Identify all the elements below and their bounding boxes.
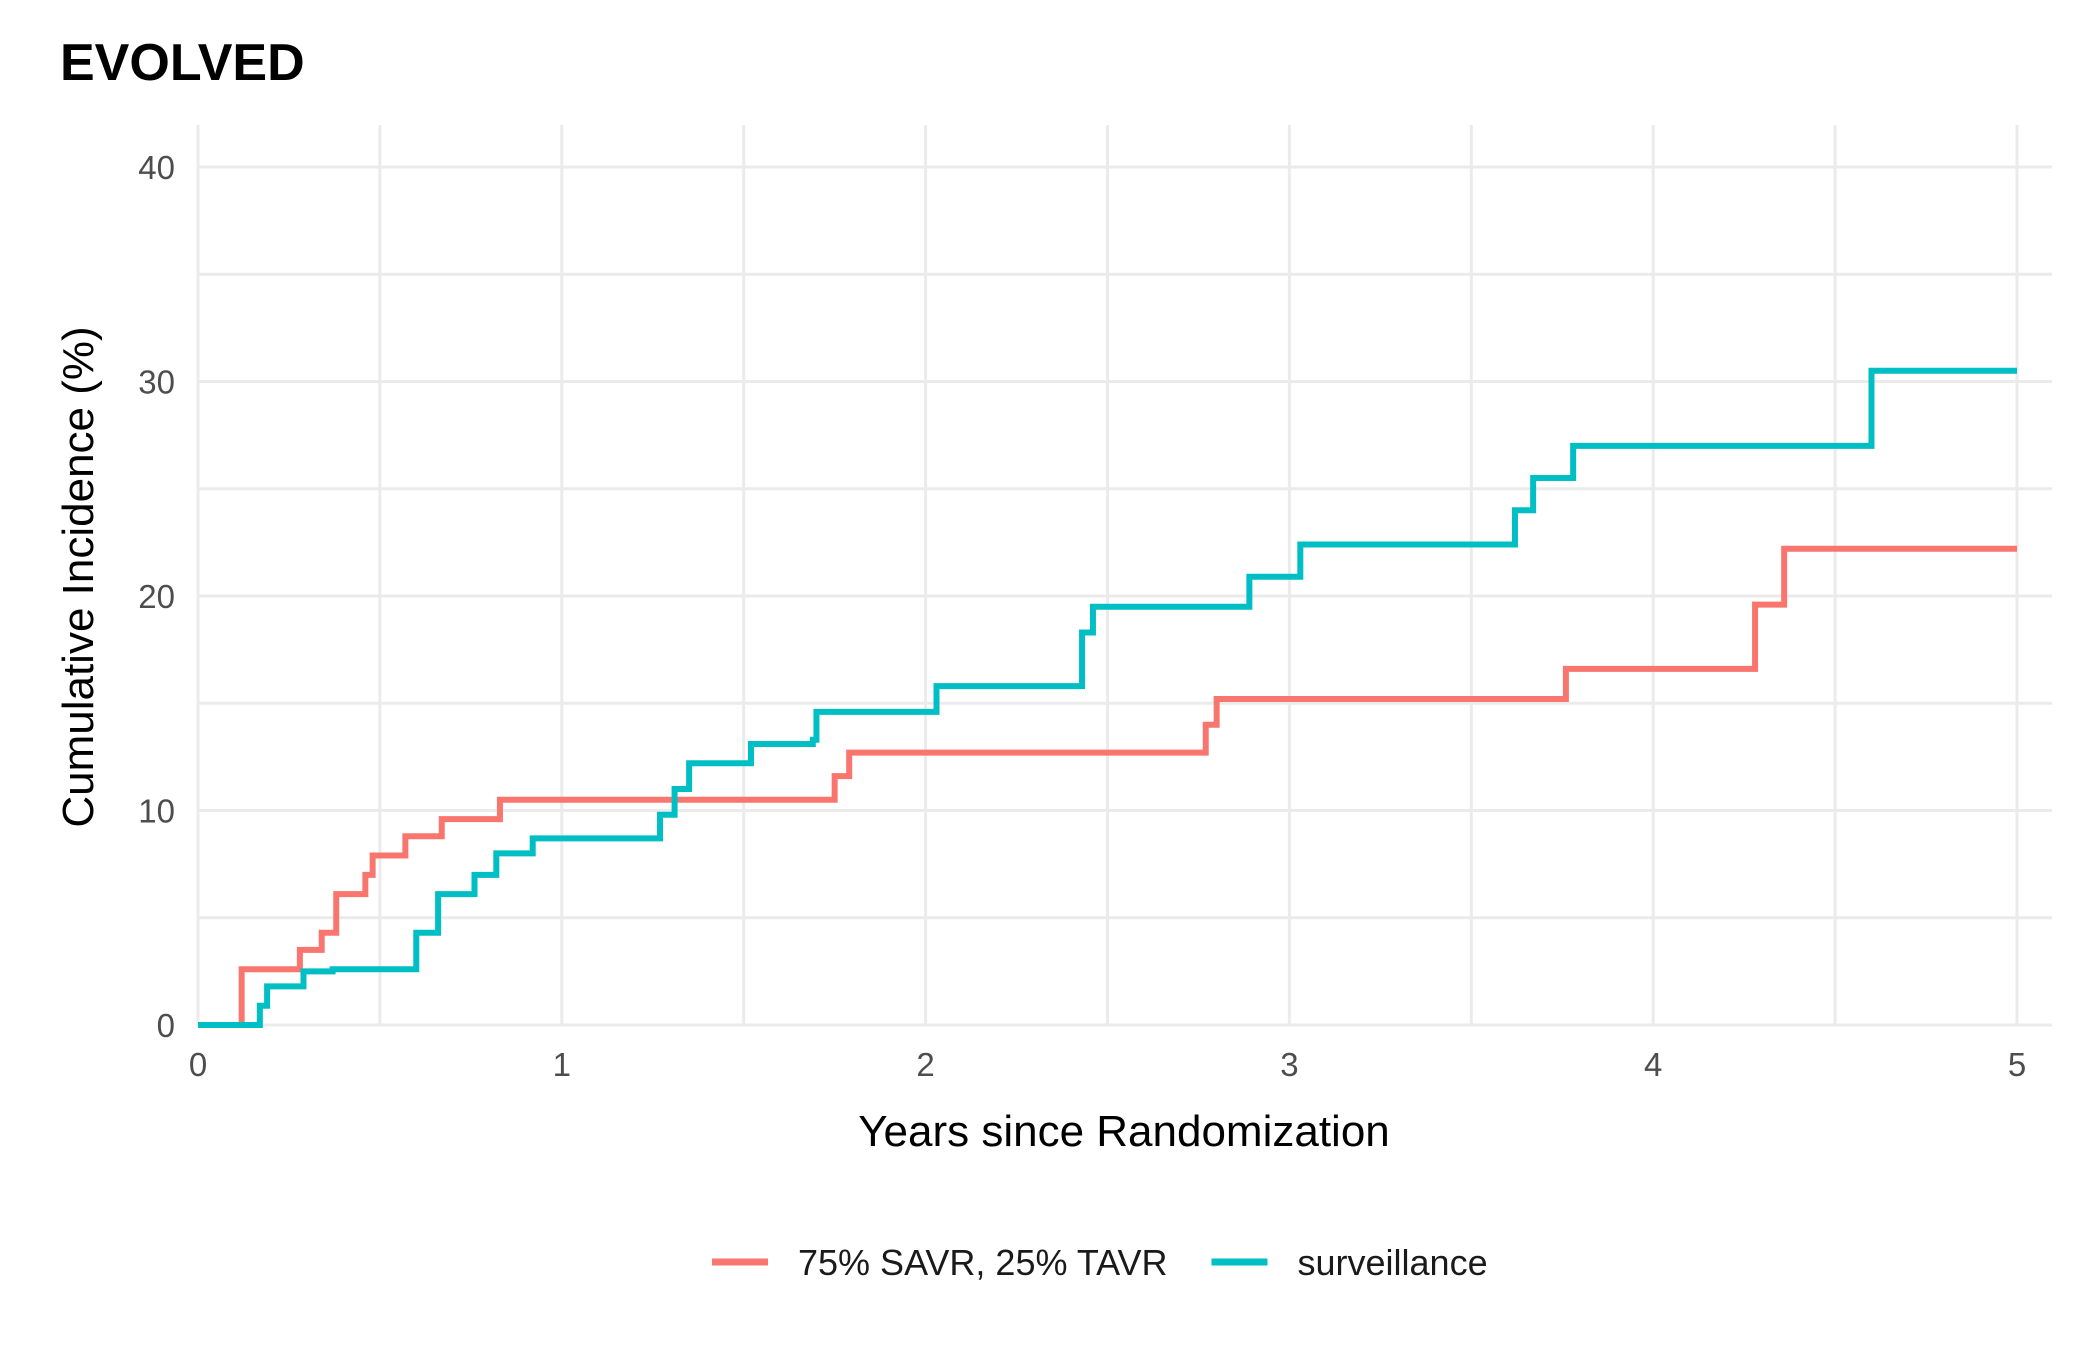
y-tick-label: 10 [138, 793, 175, 830]
legend-label-1: surveillance [1298, 1242, 1488, 1283]
y-tick-label: 40 [138, 149, 175, 186]
legend: 75% SAVR, 25% TAVR surveillance [712, 1242, 1488, 1283]
chart-title: EVOLVED [60, 34, 305, 92]
series-line-0 [198, 545, 2017, 1028]
x-tick-label: 0 [189, 1046, 207, 1083]
x-tick-label: 5 [2008, 1046, 2026, 1083]
series-lines [198, 367, 2017, 1028]
x-tick-label: 1 [553, 1046, 571, 1083]
grid [196, 125, 2052, 1027]
x-tick-label: 2 [916, 1046, 934, 1083]
y-tick-label: 0 [157, 1007, 175, 1044]
x-tick-label: 3 [1280, 1046, 1298, 1083]
y-axis-ticks: 0 10 20 30 40 [138, 149, 175, 1044]
y-axis-title: Cumulative Incidence (%) [54, 326, 103, 827]
x-tick-label: 4 [1644, 1046, 1662, 1083]
legend-label-0: 75% SAVR, 25% TAVR [798, 1242, 1168, 1283]
x-axis-ticks: 0 1 2 3 4 5 [189, 1046, 2026, 1083]
series-line-1 [198, 367, 2017, 1028]
x-axis-title: Years since Randomization [858, 1107, 1390, 1156]
y-tick-label: 30 [138, 364, 175, 401]
y-tick-label: 20 [138, 578, 175, 615]
